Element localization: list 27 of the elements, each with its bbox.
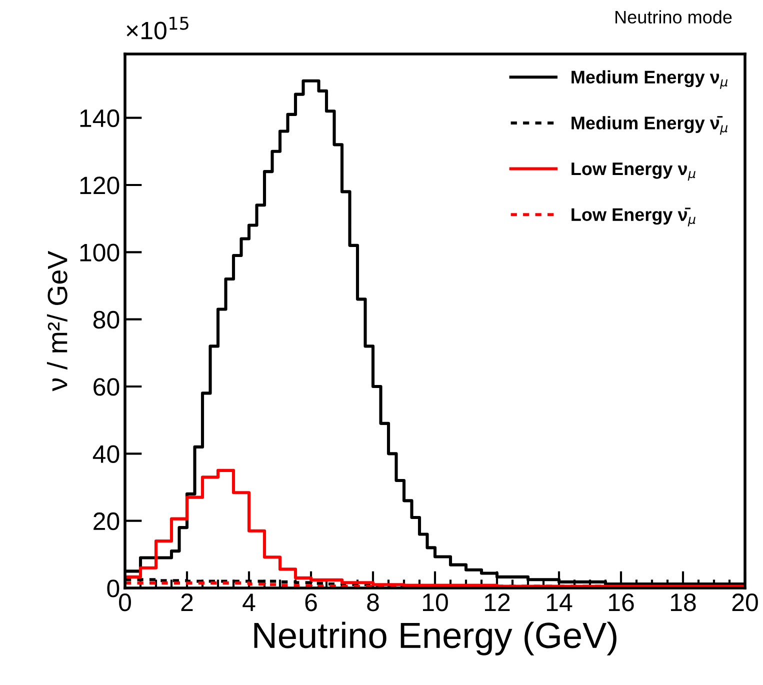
- y-tick-label: 20: [94, 512, 120, 530]
- x-tick-label: 6: [305, 594, 317, 612]
- text: Neutrino mode: [616, 10, 732, 24]
- x-tick-label: 12: [485, 594, 510, 611]
- y-tick-label: 60: [94, 378, 120, 396]
- legend-label: Medium Energy ν$_{μ}$: [572, 70, 728, 89]
- legend-label: Medium Energy ν̄$_{μ}$: [572, 116, 728, 135]
- y-tick-label: 100: [80, 244, 120, 262]
- legend-label: Low Energy ν̄$_{μ}$: [572, 208, 696, 226]
- y-axis-title: ν / m²/ GeV: [46, 250, 68, 392]
- x-tick-label: 16: [609, 594, 634, 612]
- x-tick-label: 8: [367, 594, 379, 612]
- x-tick-label: 10: [423, 594, 448, 612]
- y-tick-label: 140: [80, 109, 120, 128]
- y-tick-label: 120: [80, 176, 120, 194]
- y-tick-label: 0: [107, 580, 120, 598]
- x-axis-title: Neutrino Energy (GeV): [254, 622, 616, 656]
- x-tick-label: 14: [547, 594, 572, 611]
- x-tick-label: 4: [242, 594, 256, 611]
- y-tick-label: 40: [92, 445, 120, 463]
- x-tick-label: 18: [671, 594, 696, 612]
- x-tick-label: 20: [732, 594, 758, 612]
- x-tick-label: 2: [181, 594, 193, 611]
- legend-label: Low Energy ν$_{μ}$: [572, 162, 696, 181]
- text: ×10$^{15}$: [126, 16, 188, 40]
- x-tick-label: 0: [119, 594, 131, 612]
- y-tick-label: 80: [93, 310, 120, 329]
